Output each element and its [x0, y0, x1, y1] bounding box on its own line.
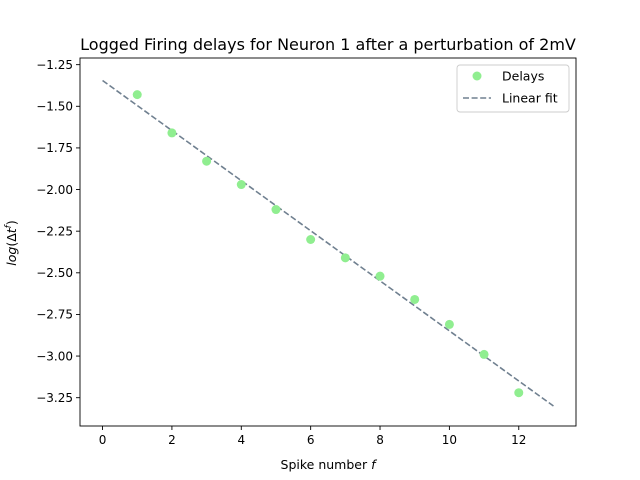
series-line-linear-fit	[102, 79, 554, 407]
data-point	[479, 349, 489, 359]
x-tick-label: 4	[237, 433, 245, 447]
y-tick-label: −1.25	[36, 58, 73, 72]
y-axis-label: log(Δtf)	[4, 220, 19, 265]
legend-box	[456, 64, 570, 113]
legend-marker-delays	[472, 71, 482, 81]
plot-area: 0 2 4 6 8 10 12 −1.25 −1.50 −1.75 −2.00 −2.25 −2.50 −…	[36, 57, 577, 447]
x-tick-label: 8	[376, 433, 384, 447]
data-point	[410, 294, 420, 304]
legend-label: Linear fit	[502, 91, 558, 106]
data-point	[306, 235, 316, 244]
data-point	[340, 253, 350, 263]
y-tick-label: −1.50	[36, 100, 73, 114]
y-tick-label: −2.25	[36, 224, 73, 238]
data-point	[444, 319, 454, 329]
x-axis-label: Spike number f	[281, 457, 378, 472]
legend-label: Delays	[502, 69, 544, 84]
plot-frame	[79, 57, 577, 427]
x-tick-label: 2	[168, 433, 176, 447]
x-tick-label: 10	[442, 433, 457, 447]
data-point	[202, 156, 212, 166]
data-point	[514, 388, 524, 398]
data-point	[167, 128, 177, 138]
y-tick-label: −2.50	[36, 266, 73, 280]
y-tick-label: −2.75	[36, 308, 73, 322]
y-tick-label: −3.00	[36, 349, 73, 363]
chart-title: Logged Firing delays for Neuron 1 after …	[80, 35, 576, 54]
y-tick-label: −2.00	[36, 183, 73, 197]
x-tick-label: 6	[307, 433, 315, 447]
data-point	[236, 180, 246, 190]
x-tick-label: 0	[99, 433, 107, 447]
legend: Delays Linear fit	[456, 64, 570, 113]
y-tick-label: −1.75	[36, 141, 73, 155]
x-tick-label: 12	[511, 433, 526, 447]
data-point	[375, 271, 385, 281]
data-point	[132, 90, 142, 100]
data-point	[271, 205, 281, 215]
y-tick-label: −3.25	[36, 391, 73, 405]
